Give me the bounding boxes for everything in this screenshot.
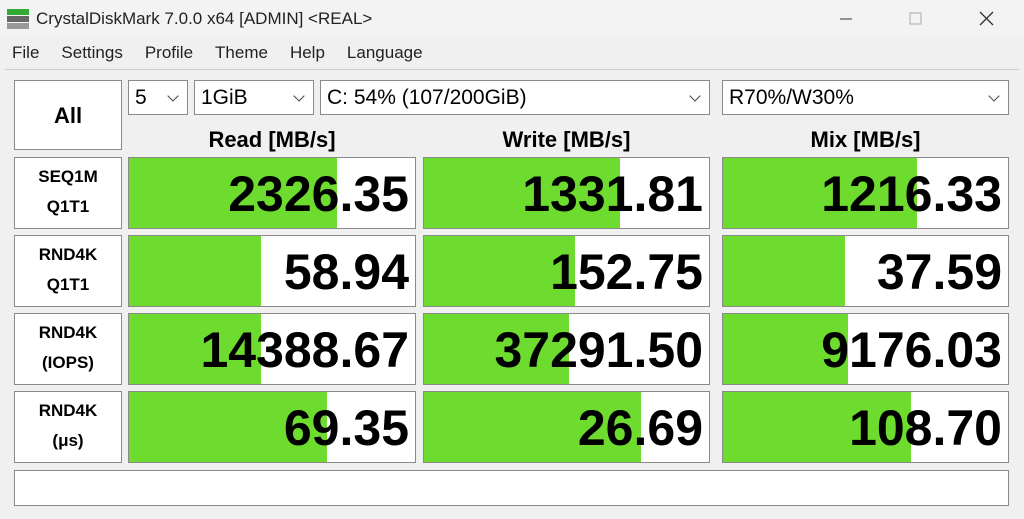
result-value: 69.35: [283, 400, 409, 456]
score-bar: [723, 158, 918, 228]
score-bar: [723, 314, 849, 384]
app-icon: [7, 9, 29, 29]
row-label: SEQ1M Q1T1: [14, 157, 122, 229]
score-bar: [129, 236, 262, 306]
result-value: 9176.03: [821, 322, 1002, 378]
score-bar: [723, 236, 846, 306]
column-header: Mix [MB/s]: [810, 127, 921, 152]
result-value: 37.59: [876, 244, 1002, 300]
row-label-line: RND4K: [38, 401, 98, 420]
score-bar: [424, 392, 642, 462]
result-cell: 1216.33: [722, 157, 1009, 229]
result-cell: 69.35: [128, 391, 416, 463]
comment-box[interactable]: [14, 470, 1009, 506]
row-label-line: Q1T1: [46, 275, 90, 294]
window-buttons[interactable]: [830, 8, 1010, 30]
result-value: 108.70: [849, 400, 1002, 456]
menu-item[interactable]: Profile: [144, 43, 194, 62]
drive-select[interactable]: C: 54% (107/200GiB): [320, 80, 710, 115]
menu-item[interactable]: File: [12, 43, 40, 62]
row-label-line: Q1T1: [46, 197, 90, 216]
score-bar: [129, 392, 328, 462]
row-label-line: SEQ1M: [38, 167, 98, 186]
score-bar: [723, 392, 912, 462]
menu-item[interactable]: Settings: [61, 43, 123, 62]
row-label: RND4K (IOPS): [14, 313, 122, 385]
row-label-line: (μs): [52, 431, 84, 450]
result-value: 58.94: [283, 244, 409, 300]
result-cell: 37.59: [722, 235, 1009, 307]
column-header: Write [MB/s]: [502, 127, 631, 152]
result-cell: 2326.35: [128, 157, 416, 229]
count-select[interactable]: 5: [128, 80, 188, 115]
main-panel: [5, 69, 1019, 517]
result-cell: 108.70: [722, 391, 1009, 463]
result-cell: 14388.67: [128, 313, 416, 385]
mix-select[interactable]: R70%/W30%: [722, 80, 1009, 115]
result-value: 2326.35: [228, 166, 409, 222]
window-title: CrystalDiskMark 7.0.0 x64 [ADMIN] <REAL>: [36, 9, 373, 28]
result-cell: 152.75: [423, 235, 710, 307]
score-bar: [129, 158, 338, 228]
result-value: 14388.67: [200, 322, 409, 378]
row-label-line: RND4K: [38, 245, 98, 264]
score-bar: [424, 236, 576, 306]
result-value: 37291.50: [494, 322, 703, 378]
result-value: 1331.81: [522, 166, 703, 222]
column-header: Read [MB/s]: [208, 127, 336, 152]
row-label-line: RND4K: [38, 323, 98, 342]
score-bar: [129, 314, 262, 384]
row-label-line: (IOPS): [42, 353, 94, 372]
result-cell: 58.94: [128, 235, 416, 307]
row-label: RND4K Q1T1: [14, 235, 122, 307]
menu-item[interactable]: Language: [346, 43, 423, 62]
menu-bar: File Settings Profile Theme Help Language: [12, 43, 445, 63]
result-value: 152.75: [550, 244, 703, 300]
title-bar: CrystalDiskMark 7.0.0 x64 [ADMIN] <REAL>: [0, 0, 1024, 38]
all-button[interactable]: All: [14, 80, 122, 150]
row-label: RND4K (μs): [14, 391, 122, 463]
menu-item[interactable]: Theme: [215, 43, 268, 62]
result-value: 1216.33: [821, 166, 1002, 222]
result-cell: 37291.50: [423, 313, 710, 385]
score-bar: [424, 158, 620, 228]
score-bar: [424, 314, 569, 384]
size-select[interactable]: 1GiB: [194, 80, 314, 115]
result-cell: 1331.81: [423, 157, 710, 229]
result-cell: 26.69: [423, 391, 710, 463]
result-cell: 9176.03: [722, 313, 1009, 385]
menu-item[interactable]: Help: [289, 43, 325, 62]
result-value: 26.69: [577, 400, 703, 456]
